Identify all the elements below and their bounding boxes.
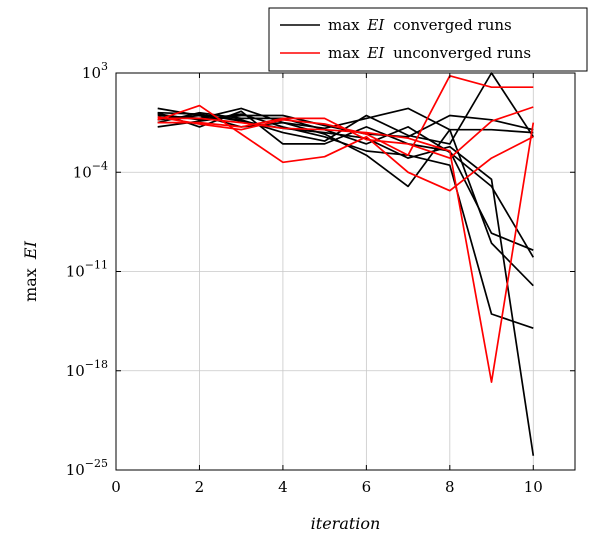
tick-labels: 0 2 4 6 8 10 10−25 10−18 10−11 10−4 103 xyxy=(66,60,543,496)
y-axis-label-prefix: max xyxy=(21,268,40,302)
legend-entry-converged: max EI converged runs xyxy=(328,16,512,34)
x-tick-label: 10 xyxy=(524,478,543,496)
series-line-converged-7 xyxy=(157,111,535,456)
x-tick-label: 4 xyxy=(278,478,288,496)
legend-box xyxy=(268,7,588,72)
y-axis-label: max EI xyxy=(21,240,40,302)
x-tick-label: 2 xyxy=(195,478,205,496)
x-axis-label: iteration xyxy=(311,514,381,533)
series-line-unconverged-11 xyxy=(157,117,535,383)
legend: max EI converged runs max EI unconverged… xyxy=(268,7,588,72)
y-tick-label: 10−25 xyxy=(66,457,108,479)
series-line-unconverged-10 xyxy=(157,74,534,157)
x-tick-label: 6 xyxy=(362,478,372,496)
series-line-converged-0 xyxy=(157,110,534,251)
x-tick-label: 8 xyxy=(445,478,455,496)
y-tick-label: 10−11 xyxy=(66,259,108,281)
x-tick-label: 0 xyxy=(111,478,121,496)
series-line-converged-5 xyxy=(157,111,535,258)
y-tick-label: 10−4 xyxy=(73,159,108,181)
legend-entry-unconverged: max EI unconverged runs xyxy=(328,44,531,62)
y-tick-label: 103 xyxy=(82,60,108,82)
ticks xyxy=(115,72,575,471)
y-tick-label: 10−18 xyxy=(66,358,108,380)
series-group xyxy=(157,72,535,456)
y-axis-label-var: EI xyxy=(21,240,40,260)
